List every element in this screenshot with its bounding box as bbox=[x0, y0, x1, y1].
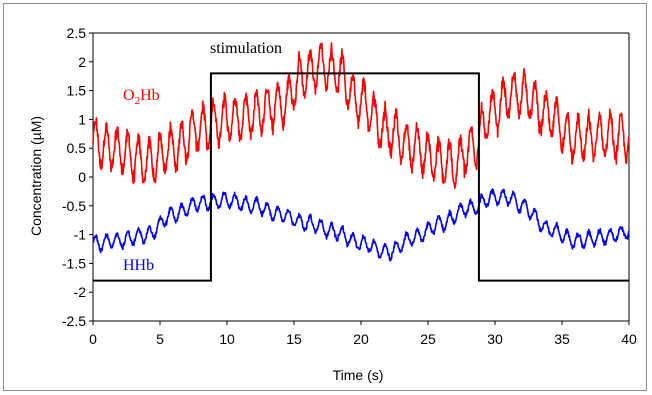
o2hb-label-suffix: Hb bbox=[140, 87, 160, 104]
x-tick-label: 15 bbox=[286, 331, 302, 347]
x-tick-label: 25 bbox=[420, 331, 436, 347]
x-axis-label: Time (s) bbox=[333, 367, 384, 383]
y-tick-label: -1.5 bbox=[62, 255, 86, 271]
x-tick-label: 5 bbox=[156, 331, 164, 347]
x-tick-label: 40 bbox=[621, 331, 637, 347]
y-tick-label: 0 bbox=[78, 169, 86, 185]
x-tick-label: 30 bbox=[487, 331, 503, 347]
o2hb-label: O2Hb bbox=[123, 87, 160, 107]
y-tick-label: 2 bbox=[78, 54, 86, 70]
x-tick-label: 20 bbox=[353, 331, 369, 347]
y-tick-label: 2.5 bbox=[67, 25, 87, 41]
series-line-hhb bbox=[92, 188, 630, 262]
y-tick-label: 0.5 bbox=[67, 140, 87, 156]
y-tick-label: -2.5 bbox=[62, 313, 86, 329]
y-tick-label: -1 bbox=[74, 227, 87, 243]
y-tick-label: -2 bbox=[74, 284, 87, 300]
x-tick-label: 10 bbox=[219, 331, 235, 347]
series-line-stimulation bbox=[93, 72, 629, 282]
o2hb-label-prefix: O bbox=[123, 87, 135, 104]
x-tick-label: 0 bbox=[89, 331, 97, 347]
y-tick-label: -0.5 bbox=[62, 198, 86, 214]
o2hb-label-subscript: 2 bbox=[135, 95, 141, 107]
y-tick-label: 1.5 bbox=[67, 83, 87, 99]
y-axis-label: Concentration (µM) bbox=[28, 116, 44, 236]
x-tick-label: 35 bbox=[554, 331, 570, 347]
y-tick-label: 1 bbox=[78, 111, 86, 127]
stimulation-label: stimulation bbox=[210, 40, 282, 57]
hhb-label: HHb bbox=[123, 257, 154, 274]
series-line-o2hb bbox=[92, 42, 630, 190]
chart-frame bbox=[3, 3, 647, 391]
